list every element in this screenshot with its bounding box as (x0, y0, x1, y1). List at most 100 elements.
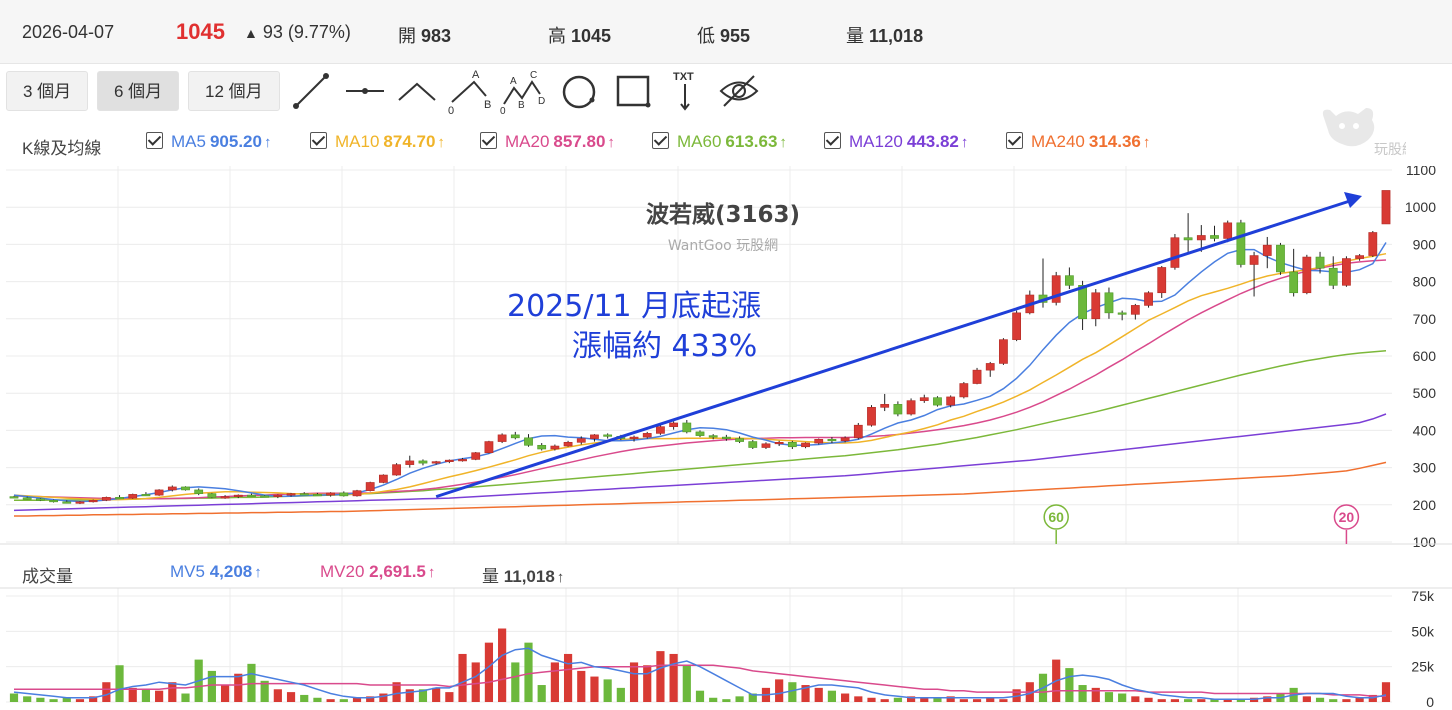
checkbox-icon[interactable] (824, 132, 841, 149)
volume-bar (286, 692, 296, 702)
candle-body (101, 497, 111, 501)
candle-body (814, 439, 824, 444)
candle-body (339, 492, 349, 497)
candle-body (326, 492, 336, 496)
candle-body (88, 500, 98, 503)
candle-body (603, 434, 613, 437)
price-volume-chart[interactable]: 1100100090080070060050040030020010075k50… (0, 166, 1452, 710)
hide-drawings-icon[interactable] (716, 68, 762, 114)
y-tick-label: 600 (1413, 348, 1437, 364)
text-tool-icon[interactable]: TXT (662, 68, 708, 114)
candle-body (1012, 312, 1022, 340)
svg-text:D: D (538, 96, 545, 107)
angle-tool-icon[interactable] (394, 68, 440, 114)
ma-toggle-ma5[interactable]: MA5 905.20 ↑ (146, 132, 271, 156)
mv5-legend: MV5 4,208 ↑ (170, 562, 262, 581)
up-triangle-icon: ▲ (244, 25, 258, 41)
vol-legend: 量 11,018 ↑ (482, 567, 565, 586)
volume-bar (1210, 699, 1219, 702)
candle-body (1064, 275, 1074, 286)
candle-body (207, 493, 217, 498)
volume-bar (1184, 699, 1193, 702)
volume-bar (577, 670, 586, 702)
candle-body (1262, 244, 1272, 256)
candle-body (1130, 305, 1140, 315)
candle-body (761, 443, 771, 448)
candle-body (893, 404, 903, 415)
candle-body (563, 442, 573, 447)
candle-body (233, 494, 243, 497)
candle-body (906, 400, 916, 415)
range-6m-button[interactable]: 6 個月 (97, 71, 180, 111)
horizontal-line-tool-icon[interactable] (342, 68, 388, 114)
candle-body (1302, 256, 1312, 294)
ma-toggle-ma60[interactable]: MA60 613.63 ↑ (652, 132, 787, 156)
volume-bar (669, 653, 678, 702)
volume-bar (511, 662, 520, 702)
checkbox-icon[interactable] (1006, 132, 1023, 149)
candle-body (1355, 255, 1365, 259)
volume-bar (168, 682, 177, 702)
ma-toggle-ma240[interactable]: MA240 314.36 ↑ (1006, 132, 1150, 156)
candle-body (695, 431, 705, 436)
volume-bar (524, 642, 533, 702)
vol-tick-label: 50k (1411, 623, 1435, 639)
volume-bar (207, 670, 216, 702)
candle-body (1078, 285, 1087, 320)
up-arrow-icon: ↑ (556, 569, 565, 586)
candle-body (590, 434, 599, 439)
candle-body (405, 460, 415, 465)
candle-body (9, 496, 19, 499)
ma-name: MA240 (1031, 132, 1085, 151)
rectangle-tool-icon[interactable] (610, 68, 656, 114)
ma-marker-circle (1043, 504, 1069, 530)
volume-bar (458, 653, 467, 702)
ma-toggle-ma10[interactable]: MA10 874.70 ↑ (310, 132, 445, 156)
ma-name: MA60 (677, 132, 722, 151)
candle-body (458, 459, 467, 462)
volume-legend-row: 成交量 MV5 4,208 ↑ MV20 2,691.5 ↑ 量 11,018 ↑ (0, 560, 1452, 588)
range-12m-button[interactable]: 12 個月 (188, 71, 280, 111)
range-3m-button[interactable]: 3 個月 (6, 71, 89, 111)
volume-bar (959, 699, 968, 702)
volume-bar (366, 696, 375, 702)
candle-body (378, 474, 388, 483)
ma5-line (13, 242, 1387, 503)
ma-toggle-ma120[interactable]: MA120 443.82 ↑ (824, 132, 968, 156)
candle-body (801, 442, 810, 448)
zigzag-0ab-tool-icon[interactable]: A B 0 (446, 68, 492, 117)
checkbox-icon[interactable] (146, 132, 163, 149)
volume-bar (62, 697, 71, 702)
checkbox-icon[interactable] (480, 132, 497, 149)
candle-body (999, 339, 1008, 364)
volume-bar (946, 696, 955, 702)
candle-body (840, 437, 850, 442)
svg-text:TXT: TXT (673, 71, 694, 83)
line-tool-icon[interactable] (288, 68, 334, 114)
svg-text:0: 0 (500, 106, 506, 114)
checkbox-icon[interactable] (310, 132, 327, 149)
candle-body (629, 436, 639, 439)
vol-tick-label: 75k (1411, 588, 1435, 604)
last-price: 1045 (176, 19, 225, 44)
volume-bar (392, 682, 401, 702)
ma-name: MA10 (335, 132, 380, 151)
y-tick-label: 700 (1413, 311, 1437, 327)
circle-tool-icon[interactable] (556, 68, 602, 114)
ma-toggle-ma20[interactable]: MA20 857.80 ↑ (480, 132, 615, 156)
candle-body (1315, 256, 1325, 269)
candle-body (471, 452, 481, 460)
volume-bar (986, 697, 995, 702)
candle-body (946, 396, 956, 406)
candle-body (550, 445, 560, 450)
candle-body (1091, 292, 1101, 320)
volume-bar (1157, 699, 1166, 702)
volume-bar (1236, 699, 1245, 702)
candle-body (524, 437, 533, 446)
volume-bar (880, 699, 889, 702)
checkbox-icon[interactable] (652, 132, 669, 149)
up-arrow-icon: ↑ (1142, 134, 1151, 151)
wave-0abcd-tool-icon[interactable]: A B C D 0 (500, 68, 546, 117)
candle-body (537, 444, 547, 450)
candle-body (128, 494, 138, 499)
